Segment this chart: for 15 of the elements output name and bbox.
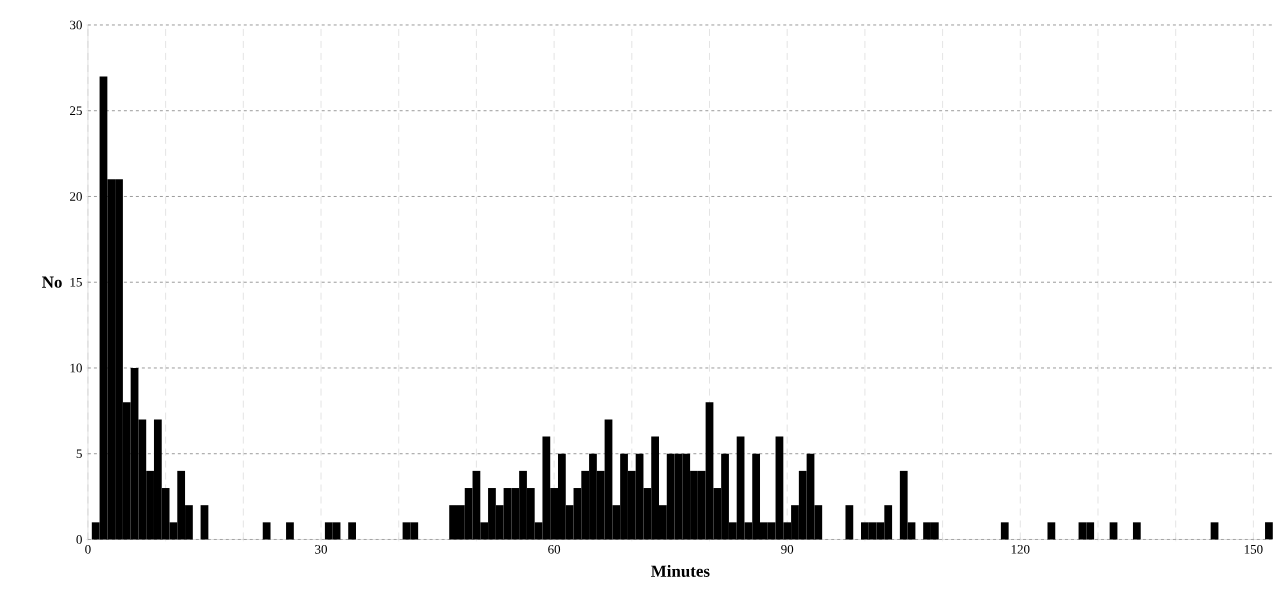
y-tick-label: 10 <box>70 363 82 373</box>
y-tick-label: 15 <box>70 277 82 287</box>
y-tick-label: 30 <box>70 20 82 30</box>
x-axis-title: Minutes <box>651 564 710 577</box>
y-tick-label: 5 <box>76 449 82 458</box>
y-tick-label: 25 <box>70 106 82 115</box>
y-axis-title: No <box>42 276 62 288</box>
x-tick-label: 0 <box>85 544 91 554</box>
y-tick-label: 0 <box>76 534 82 544</box>
x-tick-label: 120 <box>1011 544 1030 554</box>
x-tick-label: 30 <box>315 544 327 554</box>
x-tick-label: 90 <box>781 544 794 554</box>
x-tick-label: 150 <box>1244 544 1263 554</box>
x-tick-label: 60 <box>548 544 561 554</box>
y-tick-label: 20 <box>70 191 82 201</box>
